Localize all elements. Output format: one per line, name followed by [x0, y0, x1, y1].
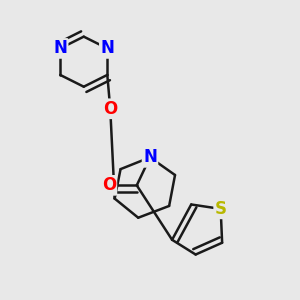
Text: O: O: [102, 176, 116, 194]
Text: N: N: [100, 39, 114, 57]
Text: O: O: [103, 100, 117, 118]
Text: N: N: [53, 39, 67, 57]
Text: S: S: [215, 200, 227, 218]
Text: N: N: [143, 148, 157, 166]
